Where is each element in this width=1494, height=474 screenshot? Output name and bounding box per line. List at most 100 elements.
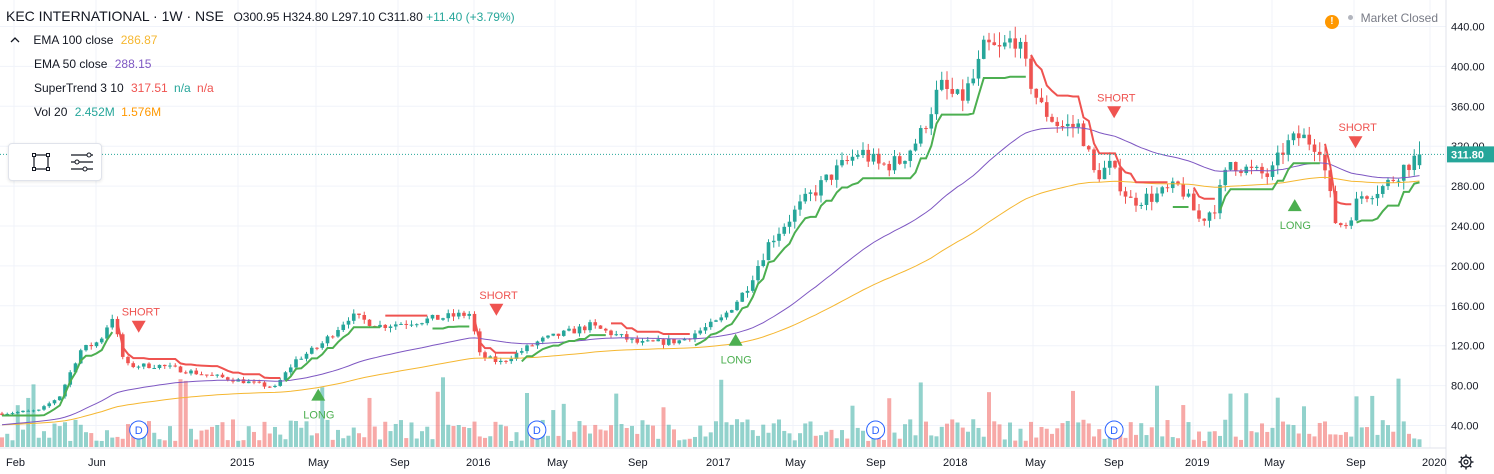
volume-bar [42, 431, 46, 447]
candle-body [341, 324, 346, 331]
volume-bar [10, 440, 15, 447]
candle-body [939, 79, 944, 90]
candle-body [929, 114, 934, 129]
volume-bar [913, 435, 918, 447]
candle-body [1228, 161, 1233, 170]
candle-body [1391, 179, 1396, 181]
volume-bar [1181, 405, 1186, 447]
dividend-marker-icon[interactable] [1104, 420, 1124, 440]
volume-bar [561, 403, 566, 447]
candle-body [246, 381, 251, 384]
candle-body [399, 323, 403, 325]
candle-body [1396, 180, 1401, 182]
market-status[interactable]: ! Market Closed [1324, 11, 1438, 29]
volume-bar [336, 429, 340, 447]
candle-body [1349, 220, 1354, 226]
high-value: H324.80 [282, 10, 329, 24]
volume-bar [430, 439, 435, 447]
warning-icon[interactable]: ! [1324, 15, 1339, 29]
candle-body [672, 338, 676, 344]
time-tick-label: Jun [88, 457, 106, 469]
volume-bar [903, 424, 907, 447]
volume-bar [551, 410, 556, 447]
candle-body [1165, 187, 1170, 189]
candle-body [1144, 193, 1149, 205]
dividend-marker-icon[interactable] [129, 420, 149, 440]
candle-body [792, 209, 797, 222]
long-signal-label: LONG [721, 355, 752, 367]
volume-bar [630, 425, 634, 447]
candle-body [409, 324, 414, 326]
indicator-supertrend[interactable]: SuperTrend 3 10 317.51 n/a n/a [34, 81, 214, 95]
volume-bar [645, 424, 650, 447]
volume-bar [215, 425, 220, 447]
candle-body [950, 88, 955, 94]
candle-body [1417, 154, 1422, 166]
indicator-name: Vol 20 [34, 105, 68, 119]
time-tick-label: 2018 [943, 457, 967, 469]
indicator-volume[interactable]: Vol 20 2.452M 1.576M [34, 105, 161, 119]
volume-bar [1023, 440, 1028, 447]
collapse-chevron-icon[interactable] [10, 36, 20, 44]
candle-body [446, 313, 451, 319]
volume-bar [908, 419, 913, 447]
candle-body [420, 323, 424, 325]
candle-body [855, 155, 860, 157]
settings-lines-icon[interactable] [69, 151, 95, 173]
indicator-ema100[interactable]: EMA 100 close 286.87 [10, 33, 157, 47]
candle-body [593, 322, 598, 326]
indicator-name: SuperTrend 3 10 [34, 81, 124, 95]
candle-body [976, 58, 981, 79]
volume-bar [110, 437, 115, 447]
time-tick-label: 2017 [706, 457, 730, 469]
dividend-marker-icon[interactable] [866, 420, 886, 440]
volume-bar [1323, 421, 1327, 447]
candle-body [278, 379, 283, 386]
candle-body [183, 372, 188, 374]
candle-body [1013, 38, 1018, 49]
volume-bar [771, 423, 776, 447]
supertrend-line [1324, 143, 1352, 206]
volume-bar [992, 421, 997, 447]
volume-bar [1218, 435, 1222, 447]
candle-body [1139, 204, 1144, 206]
candle-body [750, 280, 755, 291]
indicator-name: EMA 50 close [34, 57, 108, 71]
volume-bar [1302, 406, 1306, 447]
volume-bar [640, 420, 645, 447]
price-scale[interactable]: 40.00 80.00 120.00 160.00 200.00 240.00 280.00… [1451, 22, 1485, 433]
candle-body [425, 318, 430, 324]
candle-body [1401, 164, 1406, 181]
candle-body [572, 328, 577, 334]
rectangle-tool-icon[interactable] [31, 152, 51, 172]
candle-body [771, 240, 776, 243]
gear-icon[interactable] [1458, 454, 1474, 470]
volume-bar [666, 424, 671, 447]
volume-bar [57, 426, 62, 447]
volume-bar [756, 435, 760, 447]
candle-body [745, 290, 750, 293]
volume-bar [1191, 439, 1196, 447]
volume-bar [850, 405, 855, 447]
indicator-ema50[interactable]: EMA 50 close 288.15 [34, 57, 151, 71]
volume-bar [950, 419, 955, 447]
volume-bar [462, 426, 466, 447]
volume-bar [1401, 421, 1406, 447]
supertrend-line [1219, 162, 1320, 211]
volume-bar [341, 438, 346, 447]
volume-bar [1391, 431, 1396, 447]
time-tick-label: May [1025, 457, 1046, 469]
candlesticks [0, 26, 1422, 416]
dividend-marker-icon[interactable] [527, 420, 547, 440]
volume-bar [1086, 423, 1091, 447]
volume-bar [892, 432, 897, 447]
drawing-toolbox[interactable] [8, 143, 102, 181]
volume-bar [729, 424, 734, 447]
candle-body [273, 385, 277, 387]
candle-body [551, 333, 556, 336]
candle-body [719, 317, 724, 321]
time-scale[interactable]: Feb Jun 2015 May Sep 2016 May Sep 2017 May Sep 2018… [6, 457, 1446, 469]
symbol-title[interactable]: KEC INTERNATIONAL · 1W · NSE [6, 8, 224, 24]
volume-bar [1396, 378, 1401, 447]
